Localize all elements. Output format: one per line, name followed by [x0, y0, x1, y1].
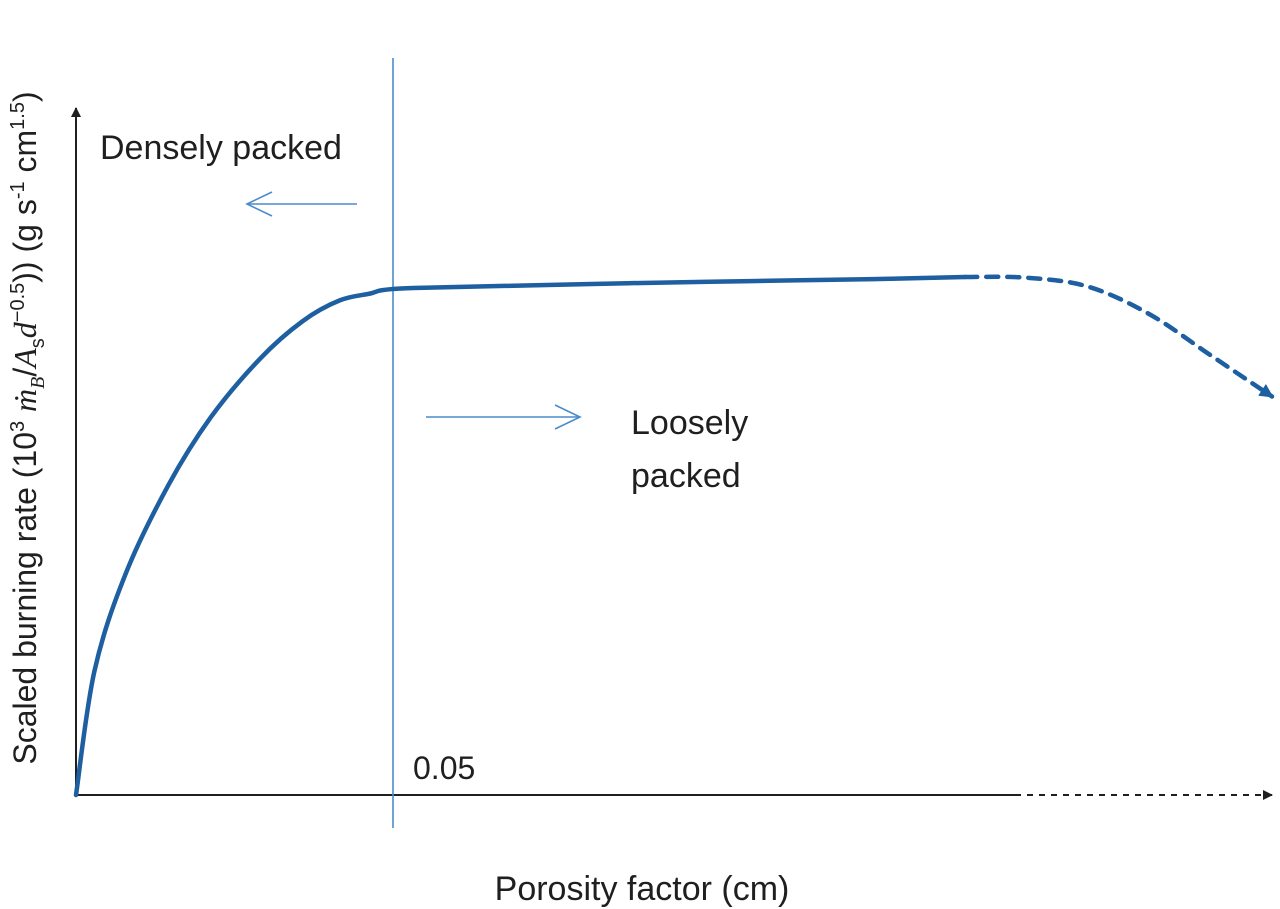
loose-arrow	[426, 404, 582, 430]
axes	[71, 107, 1273, 800]
y-axis-label: Scaled burning rate (103 ṁB/Asd−0.5)) (g…	[7, 91, 49, 764]
series-line-dashed	[963, 274, 1275, 399]
series-layer	[73, 274, 1275, 798]
loose-annotation-line1: Loosely	[631, 404, 748, 442]
dense-annotation: Densely packed	[100, 129, 342, 167]
series-line-solid	[73, 274, 968, 798]
dense-arrow	[245, 191, 357, 217]
loose-annotation-line2: packed	[631, 457, 741, 495]
x-tick-label: 0.05	[413, 750, 475, 786]
x-axis-label: Porosity factor (cm)	[495, 870, 790, 908]
